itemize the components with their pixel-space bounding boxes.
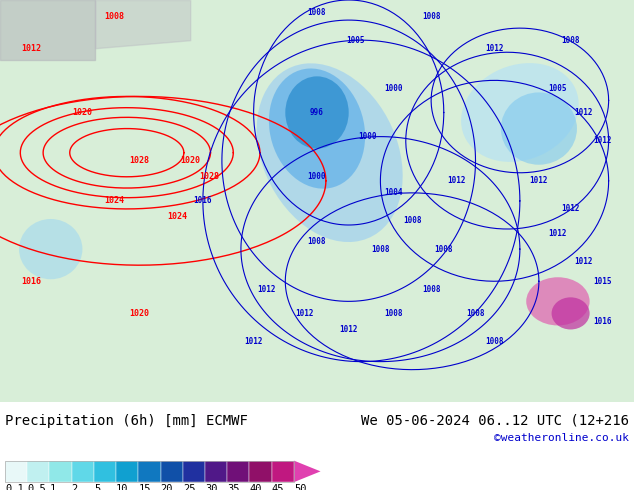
Text: 1000: 1000 [307,172,327,181]
Bar [72,461,94,482]
Text: 1012: 1012 [22,44,42,53]
Text: 30: 30 [205,484,217,490]
Text: 1004: 1004 [384,188,403,197]
Text: 1008: 1008 [307,237,327,245]
Bar [27,461,49,482]
Ellipse shape [19,219,82,279]
Text: 1005: 1005 [548,84,567,93]
Text: 0.5: 0.5 [27,484,46,490]
Text: 0.1: 0.1 [5,484,23,490]
Bar [227,461,249,482]
Text: 1015: 1015 [593,277,612,286]
Ellipse shape [501,93,577,165]
Polygon shape [294,461,321,482]
Text: 1008: 1008 [403,217,422,225]
Text: 1016: 1016 [22,277,42,286]
Text: 1012: 1012 [447,176,466,185]
Text: 25: 25 [183,484,195,490]
Bar [5,461,27,482]
Ellipse shape [257,63,403,242]
Text: 1: 1 [49,484,56,490]
Ellipse shape [269,69,365,189]
Text: 1008: 1008 [422,285,441,294]
Text: ©weatheronline.co.uk: ©weatheronline.co.uk [494,433,629,443]
Text: 1008: 1008 [104,12,124,21]
Text: Precipitation (6h) [mm] ECMWF: Precipitation (6h) [mm] ECMWF [5,414,248,428]
Text: 10: 10 [116,484,129,490]
Ellipse shape [461,63,579,162]
Bar [271,461,294,482]
Text: 40: 40 [249,484,262,490]
Text: 50: 50 [294,484,306,490]
Bar [138,461,160,482]
Bar [160,461,183,482]
Bar [205,461,227,482]
Text: We 05-06-2024 06..12 UTC (12+216: We 05-06-2024 06..12 UTC (12+216 [361,414,629,428]
Text: 1012: 1012 [295,309,314,318]
Text: 15: 15 [138,484,151,490]
Text: 1012: 1012 [485,44,504,53]
Bar [183,461,205,482]
Text: 1012: 1012 [593,136,612,145]
Text: 1008: 1008 [422,12,441,21]
Bar [94,461,116,482]
Text: 1012: 1012 [548,228,567,238]
Text: 2: 2 [72,484,78,490]
Bar [49,461,72,482]
Text: 1016: 1016 [193,196,212,205]
Ellipse shape [285,76,349,148]
Text: 1020: 1020 [180,156,200,165]
Text: 1005: 1005 [346,36,365,45]
Bar [5,461,294,482]
Text: 1000: 1000 [384,84,403,93]
Text: 1012: 1012 [561,204,580,214]
Text: 996: 996 [310,108,324,117]
Text: 45: 45 [271,484,284,490]
Ellipse shape [552,297,590,329]
Text: 1012: 1012 [574,108,593,117]
Text: 1008: 1008 [371,245,390,254]
Text: 1024: 1024 [104,196,124,205]
Text: 1008: 1008 [485,337,504,346]
Text: 1012: 1012 [257,285,276,294]
Bar [249,461,271,482]
Text: 1012: 1012 [529,176,548,185]
Text: 1028: 1028 [129,156,150,165]
Text: 1020: 1020 [129,309,150,318]
Text: 1008: 1008 [384,309,403,318]
Text: 1008: 1008 [307,7,327,17]
Text: 20: 20 [160,484,173,490]
Text: 1012: 1012 [339,325,358,334]
Text: 1000: 1000 [358,132,377,141]
Text: 1012: 1012 [574,257,593,266]
Ellipse shape [526,277,590,325]
Text: 1028: 1028 [199,172,219,181]
Text: 1012: 1012 [244,337,263,346]
Bar [116,461,138,482]
Text: 1008: 1008 [434,245,453,254]
Text: 1008: 1008 [561,36,580,45]
Text: 1020: 1020 [72,108,93,117]
Text: 35: 35 [227,484,240,490]
Text: 1008: 1008 [466,309,485,318]
Text: 5: 5 [94,484,100,490]
Text: 1024: 1024 [167,213,188,221]
Text: 1016: 1016 [593,317,612,326]
